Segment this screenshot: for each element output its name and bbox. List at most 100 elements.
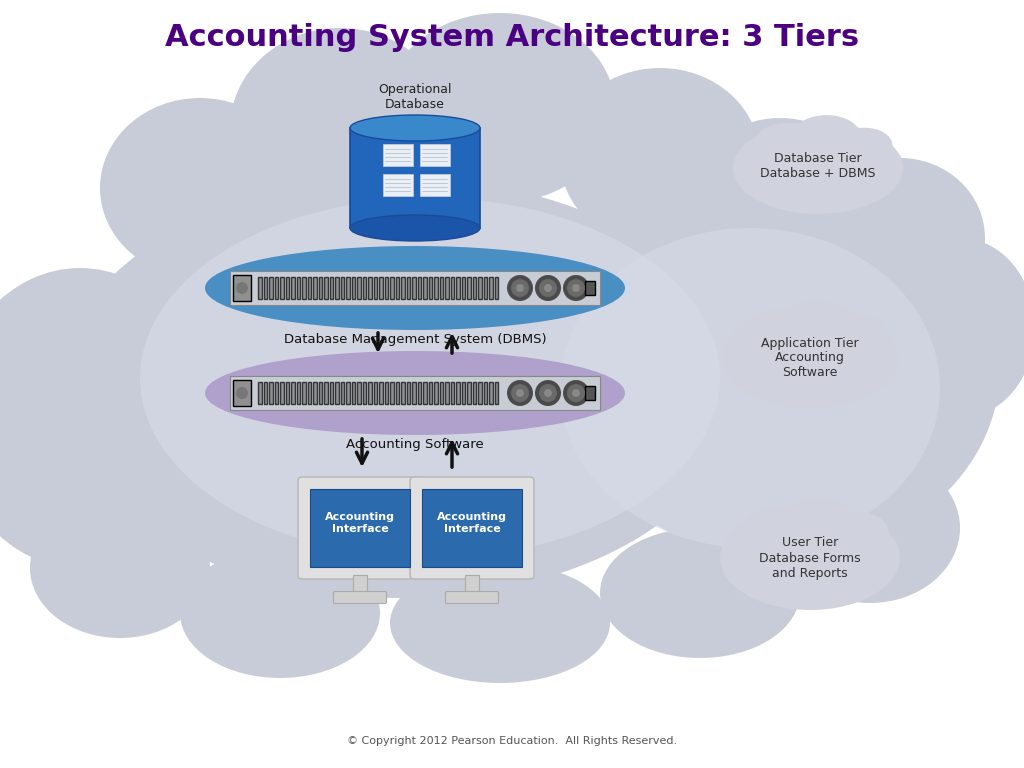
FancyBboxPatch shape [412, 277, 416, 299]
FancyBboxPatch shape [410, 477, 534, 579]
FancyBboxPatch shape [280, 382, 284, 404]
Text: © Copyright 2012 Pearson Education.  All Rights Reserved.: © Copyright 2012 Pearson Education. All … [347, 736, 677, 746]
FancyBboxPatch shape [286, 382, 289, 404]
FancyBboxPatch shape [401, 277, 404, 299]
Ellipse shape [856, 535, 899, 565]
FancyBboxPatch shape [346, 382, 349, 404]
FancyBboxPatch shape [324, 277, 328, 299]
FancyBboxPatch shape [462, 277, 465, 299]
FancyBboxPatch shape [379, 382, 383, 404]
Ellipse shape [783, 498, 855, 545]
Ellipse shape [735, 145, 778, 173]
Ellipse shape [350, 215, 480, 241]
FancyBboxPatch shape [423, 382, 427, 404]
FancyBboxPatch shape [335, 382, 339, 404]
FancyBboxPatch shape [274, 277, 278, 299]
Ellipse shape [572, 284, 580, 292]
FancyBboxPatch shape [383, 174, 413, 196]
Ellipse shape [563, 275, 589, 301]
Ellipse shape [744, 310, 808, 352]
FancyBboxPatch shape [456, 277, 460, 299]
FancyBboxPatch shape [269, 277, 272, 299]
Ellipse shape [511, 279, 529, 297]
FancyBboxPatch shape [258, 382, 261, 404]
FancyBboxPatch shape [374, 382, 377, 404]
FancyBboxPatch shape [472, 382, 476, 404]
Ellipse shape [100, 98, 300, 278]
FancyBboxPatch shape [362, 382, 366, 404]
Ellipse shape [507, 275, 534, 301]
FancyBboxPatch shape [495, 382, 498, 404]
FancyBboxPatch shape [291, 382, 295, 404]
Ellipse shape [230, 28, 450, 228]
Ellipse shape [720, 506, 900, 610]
Ellipse shape [838, 127, 892, 162]
FancyBboxPatch shape [434, 382, 437, 404]
FancyBboxPatch shape [324, 382, 328, 404]
FancyBboxPatch shape [335, 277, 339, 299]
FancyBboxPatch shape [313, 277, 316, 299]
FancyBboxPatch shape [445, 277, 449, 299]
Ellipse shape [825, 368, 873, 393]
Ellipse shape [733, 122, 903, 214]
Ellipse shape [60, 178, 740, 598]
Ellipse shape [0, 268, 210, 568]
Text: User Tier
Database Forms
and Reports: User Tier Database Forms and Reports [759, 537, 861, 580]
Ellipse shape [560, 228, 940, 548]
FancyBboxPatch shape [467, 382, 470, 404]
Ellipse shape [516, 284, 524, 292]
Ellipse shape [783, 300, 854, 346]
FancyBboxPatch shape [445, 591, 499, 604]
Ellipse shape [722, 308, 898, 408]
FancyBboxPatch shape [383, 144, 413, 166]
FancyBboxPatch shape [297, 277, 300, 299]
FancyBboxPatch shape [302, 382, 305, 404]
FancyBboxPatch shape [585, 281, 595, 295]
FancyBboxPatch shape [341, 382, 344, 404]
Text: Accounting
Interface: Accounting Interface [325, 512, 395, 534]
Ellipse shape [861, 147, 902, 174]
FancyBboxPatch shape [368, 277, 372, 299]
Ellipse shape [390, 563, 610, 683]
FancyBboxPatch shape [495, 277, 498, 299]
Ellipse shape [743, 508, 808, 551]
Ellipse shape [535, 380, 561, 406]
Ellipse shape [385, 13, 615, 203]
FancyBboxPatch shape [307, 382, 311, 404]
Ellipse shape [855, 336, 897, 365]
FancyBboxPatch shape [233, 275, 251, 301]
Ellipse shape [507, 380, 534, 406]
FancyBboxPatch shape [423, 277, 427, 299]
Ellipse shape [236, 387, 248, 399]
FancyBboxPatch shape [307, 277, 311, 299]
FancyBboxPatch shape [353, 575, 367, 593]
FancyBboxPatch shape [418, 277, 421, 299]
Ellipse shape [830, 512, 889, 551]
Text: Accounting
Interface: Accounting Interface [437, 512, 507, 534]
FancyBboxPatch shape [384, 382, 388, 404]
FancyBboxPatch shape [280, 277, 284, 299]
FancyBboxPatch shape [362, 277, 366, 299]
FancyBboxPatch shape [310, 489, 410, 567]
Ellipse shape [236, 282, 248, 294]
Ellipse shape [793, 115, 860, 157]
Ellipse shape [741, 368, 791, 393]
Ellipse shape [829, 314, 887, 352]
Ellipse shape [600, 528, 800, 658]
Ellipse shape [205, 351, 625, 435]
FancyBboxPatch shape [297, 382, 300, 404]
FancyBboxPatch shape [456, 382, 460, 404]
FancyBboxPatch shape [318, 277, 322, 299]
FancyBboxPatch shape [357, 277, 360, 299]
FancyBboxPatch shape [585, 386, 595, 400]
FancyBboxPatch shape [439, 277, 443, 299]
FancyBboxPatch shape [451, 382, 454, 404]
Text: Operational
Database: Operational Database [378, 83, 452, 111]
FancyBboxPatch shape [318, 382, 322, 404]
Ellipse shape [205, 246, 625, 330]
FancyBboxPatch shape [472, 277, 476, 299]
FancyBboxPatch shape [351, 382, 355, 404]
Ellipse shape [180, 548, 380, 678]
Ellipse shape [690, 118, 870, 278]
FancyBboxPatch shape [489, 277, 493, 299]
